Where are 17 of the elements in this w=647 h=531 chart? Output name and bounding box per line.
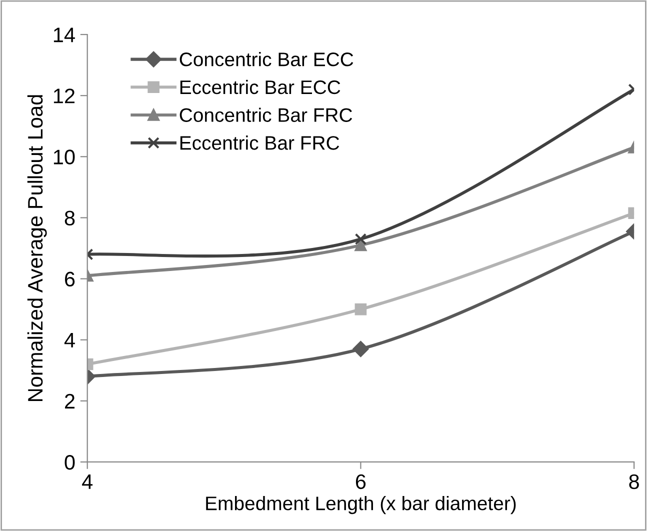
y-tick-label: 0	[64, 454, 75, 470]
y-tick-label: 8	[64, 210, 75, 226]
legend-label: Eccentric Bar ECC	[180, 80, 340, 94]
x-tick-label: 6	[356, 474, 366, 490]
y-tick-label: 2	[65, 394, 74, 408]
y-tick-label: 12	[54, 88, 74, 104]
legend-label: Concentric Bar FRC	[180, 108, 352, 122]
y-axis-title: Normalized Average Pullout Load	[27, 95, 47, 401]
y-tick-label: 10	[54, 150, 75, 164]
y-tick-label: 6	[65, 272, 75, 287]
legend-label: Concentric Bar ECC	[180, 52, 354, 66]
y-tick-label: 4	[64, 333, 75, 348]
x-tick-label: 4	[82, 474, 93, 489]
y-tick-label: 14	[54, 28, 75, 42]
x-tick-label: 8	[629, 474, 639, 490]
legend-label: Eccentric Bar FRC	[180, 136, 340, 150]
x-axis-title: Embedment Length (x bar diameter)	[206, 496, 516, 514]
